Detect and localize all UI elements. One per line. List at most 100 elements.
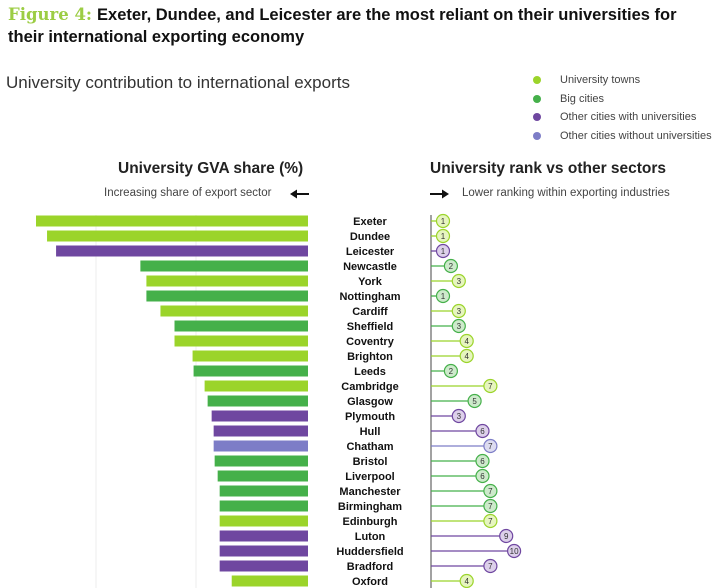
gva-bar [213, 425, 308, 437]
gva-bar [193, 365, 308, 377]
arrow-left-icon [290, 189, 309, 199]
rank-badge [506, 543, 522, 559]
rank-label: 4 [464, 337, 469, 346]
legend-label: University towns [560, 74, 641, 87]
rank-badge [475, 468, 490, 484]
city-label: Brighton [347, 351, 393, 363]
rank-label: 9 [504, 532, 509, 541]
gva-bar [36, 215, 308, 227]
rank-label: 5 [472, 397, 477, 406]
city-label: Bristol [353, 456, 388, 468]
city-label: Leicester [346, 246, 395, 258]
rank-label: 1 [441, 247, 446, 256]
gva-bar [219, 515, 308, 527]
city-label: Leeds [354, 366, 386, 378]
gva-bar [211, 410, 308, 422]
rank-badge [475, 453, 490, 469]
city-label: Coventry [346, 336, 395, 348]
figure-label: Figure 4: [8, 5, 93, 24]
rank-badge [467, 393, 482, 409]
rank-label: 6 [480, 472, 485, 481]
gva-bar [174, 320, 308, 332]
gva-bar [214, 455, 308, 467]
city-label: Sheffield [347, 321, 393, 333]
rank-label: 3 [457, 322, 462, 331]
rank-label: 7 [488, 502, 493, 511]
rank-badge [451, 408, 466, 424]
figure-title-text: Exeter, Dundee, and Leicester are the mo… [8, 6, 677, 46]
gva-bar [219, 545, 308, 557]
right-panel-title: University rank vs other sectors [430, 160, 667, 177]
city-label: Manchester [339, 486, 401, 498]
gva-bar [207, 395, 308, 407]
rank-label: 6 [480, 457, 485, 466]
rank-badge [483, 558, 498, 574]
city-label: Newcastle [343, 261, 397, 273]
rank-badge [443, 258, 458, 274]
rank-label: 4 [464, 577, 469, 586]
city-label: Cardiff [352, 306, 388, 318]
city-label: Glasgow [347, 396, 393, 408]
city-label: Exeter [353, 216, 387, 228]
rank-badge [443, 363, 458, 379]
legend-label: Big cities [560, 92, 605, 105]
rank-badge [435, 243, 451, 259]
rank-badge [483, 438, 498, 454]
city-label: Edinburgh [343, 516, 398, 528]
city-label: Birmingham [338, 501, 402, 513]
rank-label: 3 [457, 277, 462, 286]
gva-bar [192, 350, 308, 362]
gva-bar [160, 305, 308, 317]
rank-label: 7 [488, 517, 493, 526]
legend-dot-icon [533, 76, 541, 85]
city-label: Liverpool [345, 471, 395, 483]
rank-badge [483, 513, 498, 529]
city-label: Cambridge [341, 381, 398, 393]
legend-item-other-with-uni: Other cities with universities [532, 108, 712, 127]
rank-label: 1 [441, 232, 446, 241]
legend-item-university-towns: University towns [532, 71, 712, 90]
rank-badge [435, 213, 451, 229]
legend-dot-icon [533, 94, 541, 103]
rank-badge [451, 318, 466, 334]
gva-bar [219, 530, 308, 542]
gva-bar [231, 575, 308, 587]
gva-bar [146, 275, 308, 287]
gva-bar [146, 290, 308, 302]
rank-label: 1 [441, 292, 446, 301]
rank-label: 7 [488, 562, 493, 571]
rank-badge [475, 423, 490, 439]
rank-label: 7 [488, 442, 493, 451]
rank-badge [451, 303, 466, 319]
city-label: Dundee [350, 231, 390, 243]
figure-title: Figure 4: Exeter, Dundee, and Leicester a… [8, 4, 708, 48]
rank-badge [435, 288, 451, 304]
rank-badge [483, 378, 498, 394]
rank-label: 2 [449, 367, 454, 376]
legend-item-other-without-uni: Other cities without universities [532, 127, 712, 146]
gva-bar [56, 245, 309, 257]
city-label: Nottingham [339, 291, 400, 303]
gva-bar [140, 260, 308, 272]
gva-bar [174, 335, 308, 347]
rank-badge [451, 273, 466, 289]
rank-label: 2 [449, 262, 454, 271]
rank-label: 6 [480, 427, 485, 436]
rank-label: 1 [441, 217, 446, 226]
left-panel-subtitle: Increasing share of export sector [104, 187, 272, 199]
gva-bar [204, 380, 308, 392]
chart-subtitle: University contribution to international… [6, 73, 350, 92]
legend-dot-icon [533, 113, 541, 122]
rank-badge [459, 348, 474, 364]
rank-label: 10 [510, 547, 519, 556]
arrow-right-icon [430, 189, 449, 199]
city-label: Chatham [346, 441, 393, 453]
rank-label: 3 [457, 412, 462, 421]
gva-bar [219, 485, 308, 497]
rank-badge [483, 498, 498, 514]
city-label: Hull [360, 426, 381, 438]
city-label: Bradford [347, 561, 393, 573]
legend-label: Other cities without universities [560, 129, 712, 142]
gva-bar [213, 440, 308, 452]
